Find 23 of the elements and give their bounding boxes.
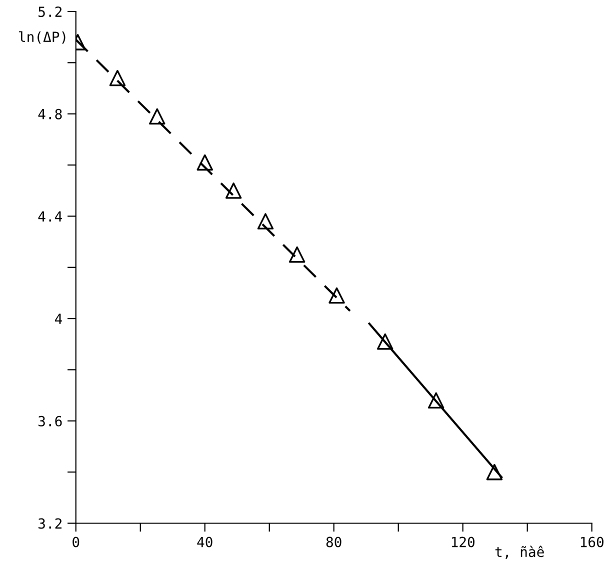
y-tick-label: 4.8 bbox=[38, 108, 62, 120]
point bbox=[428, 392, 444, 409]
x-tick-label: 160 bbox=[580, 536, 604, 548]
x-tick-label: 0 bbox=[72, 536, 80, 548]
y-tick-label: 4 bbox=[55, 314, 62, 324]
point bbox=[288, 246, 306, 263]
point bbox=[196, 154, 213, 171]
x-axis-title: t, ñàê bbox=[495, 546, 544, 559]
y-tick-label: 3.6 bbox=[38, 416, 62, 426]
point bbox=[486, 464, 503, 480]
point bbox=[109, 70, 126, 86]
point bbox=[328, 287, 345, 304]
x-tick-label: 80 bbox=[326, 536, 342, 548]
y-tick-label: 4.4 bbox=[38, 211, 62, 222]
point bbox=[225, 182, 242, 199]
y-tick-label: 5.2 bbox=[38, 6, 62, 18]
y-tick-label: 3.2 bbox=[38, 518, 62, 529]
x-tick-label: 40 bbox=[197, 536, 212, 548]
point bbox=[149, 108, 166, 125]
point bbox=[257, 213, 274, 230]
y-axis-title: ln(ΔP) bbox=[19, 31, 66, 44]
point bbox=[377, 333, 394, 350]
x-tick-label: 120 bbox=[452, 536, 474, 548]
